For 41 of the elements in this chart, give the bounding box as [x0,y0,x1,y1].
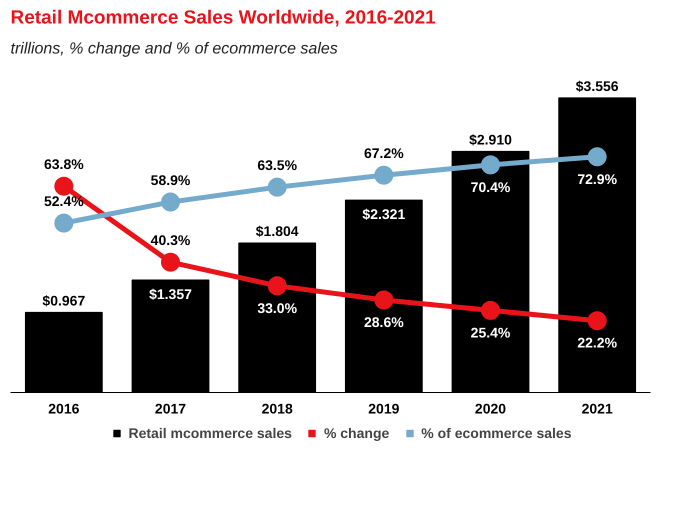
point [54,176,74,196]
x-tick-label: 2021 [582,400,613,416]
data-label: 58.9% [150,172,191,188]
data-label: $1.804 [256,223,299,240]
x-tick-label: 2016 [48,400,80,416]
point [588,147,607,166]
data-label: 40.3% [150,232,191,248]
data-label: 25.4% [470,324,511,340]
point [374,166,394,185]
point [374,290,394,310]
x-tick-label: 2019 [368,400,400,416]
point [161,192,180,212]
data-label: $2.910 [469,131,512,148]
point [588,311,607,330]
data-label: $2.321 [362,206,406,222]
point [268,276,287,296]
x-tick-label: 2018 [262,400,293,416]
chart-subtitle: trillions, % change and % of ecommerce sales [10,40,338,58]
point [54,214,74,233]
data-label: $0.967 [42,292,86,308]
x-tick-label: 2017 [154,400,186,416]
legend-label: % of ecommerce sales [421,425,572,441]
point [481,300,500,320]
point [268,178,287,197]
data-label: 22.2% [577,334,618,351]
data-label: $3.556 [576,78,619,94]
data-label: 67.2% [364,145,404,162]
x-tick-label: 2020 [474,400,506,416]
chart-title: Retail Mcommerce Sales Worldwide, 2016-2021 [10,8,436,28]
legend-label: % change [324,425,390,441]
data-label: $1.357 [149,286,192,302]
data-label: 63.8% [44,156,84,172]
data-label: 33.0% [257,300,298,316]
data-label: 52.4% [44,193,84,210]
point [161,252,180,272]
data-label: 72.9% [577,170,618,187]
data-label: 28.6% [364,314,404,330]
point [481,155,500,174]
data-label: 63.5% [257,157,298,174]
data-label: 70.4% [470,178,511,195]
legend-label: Retail mcommerce sales [128,425,292,441]
